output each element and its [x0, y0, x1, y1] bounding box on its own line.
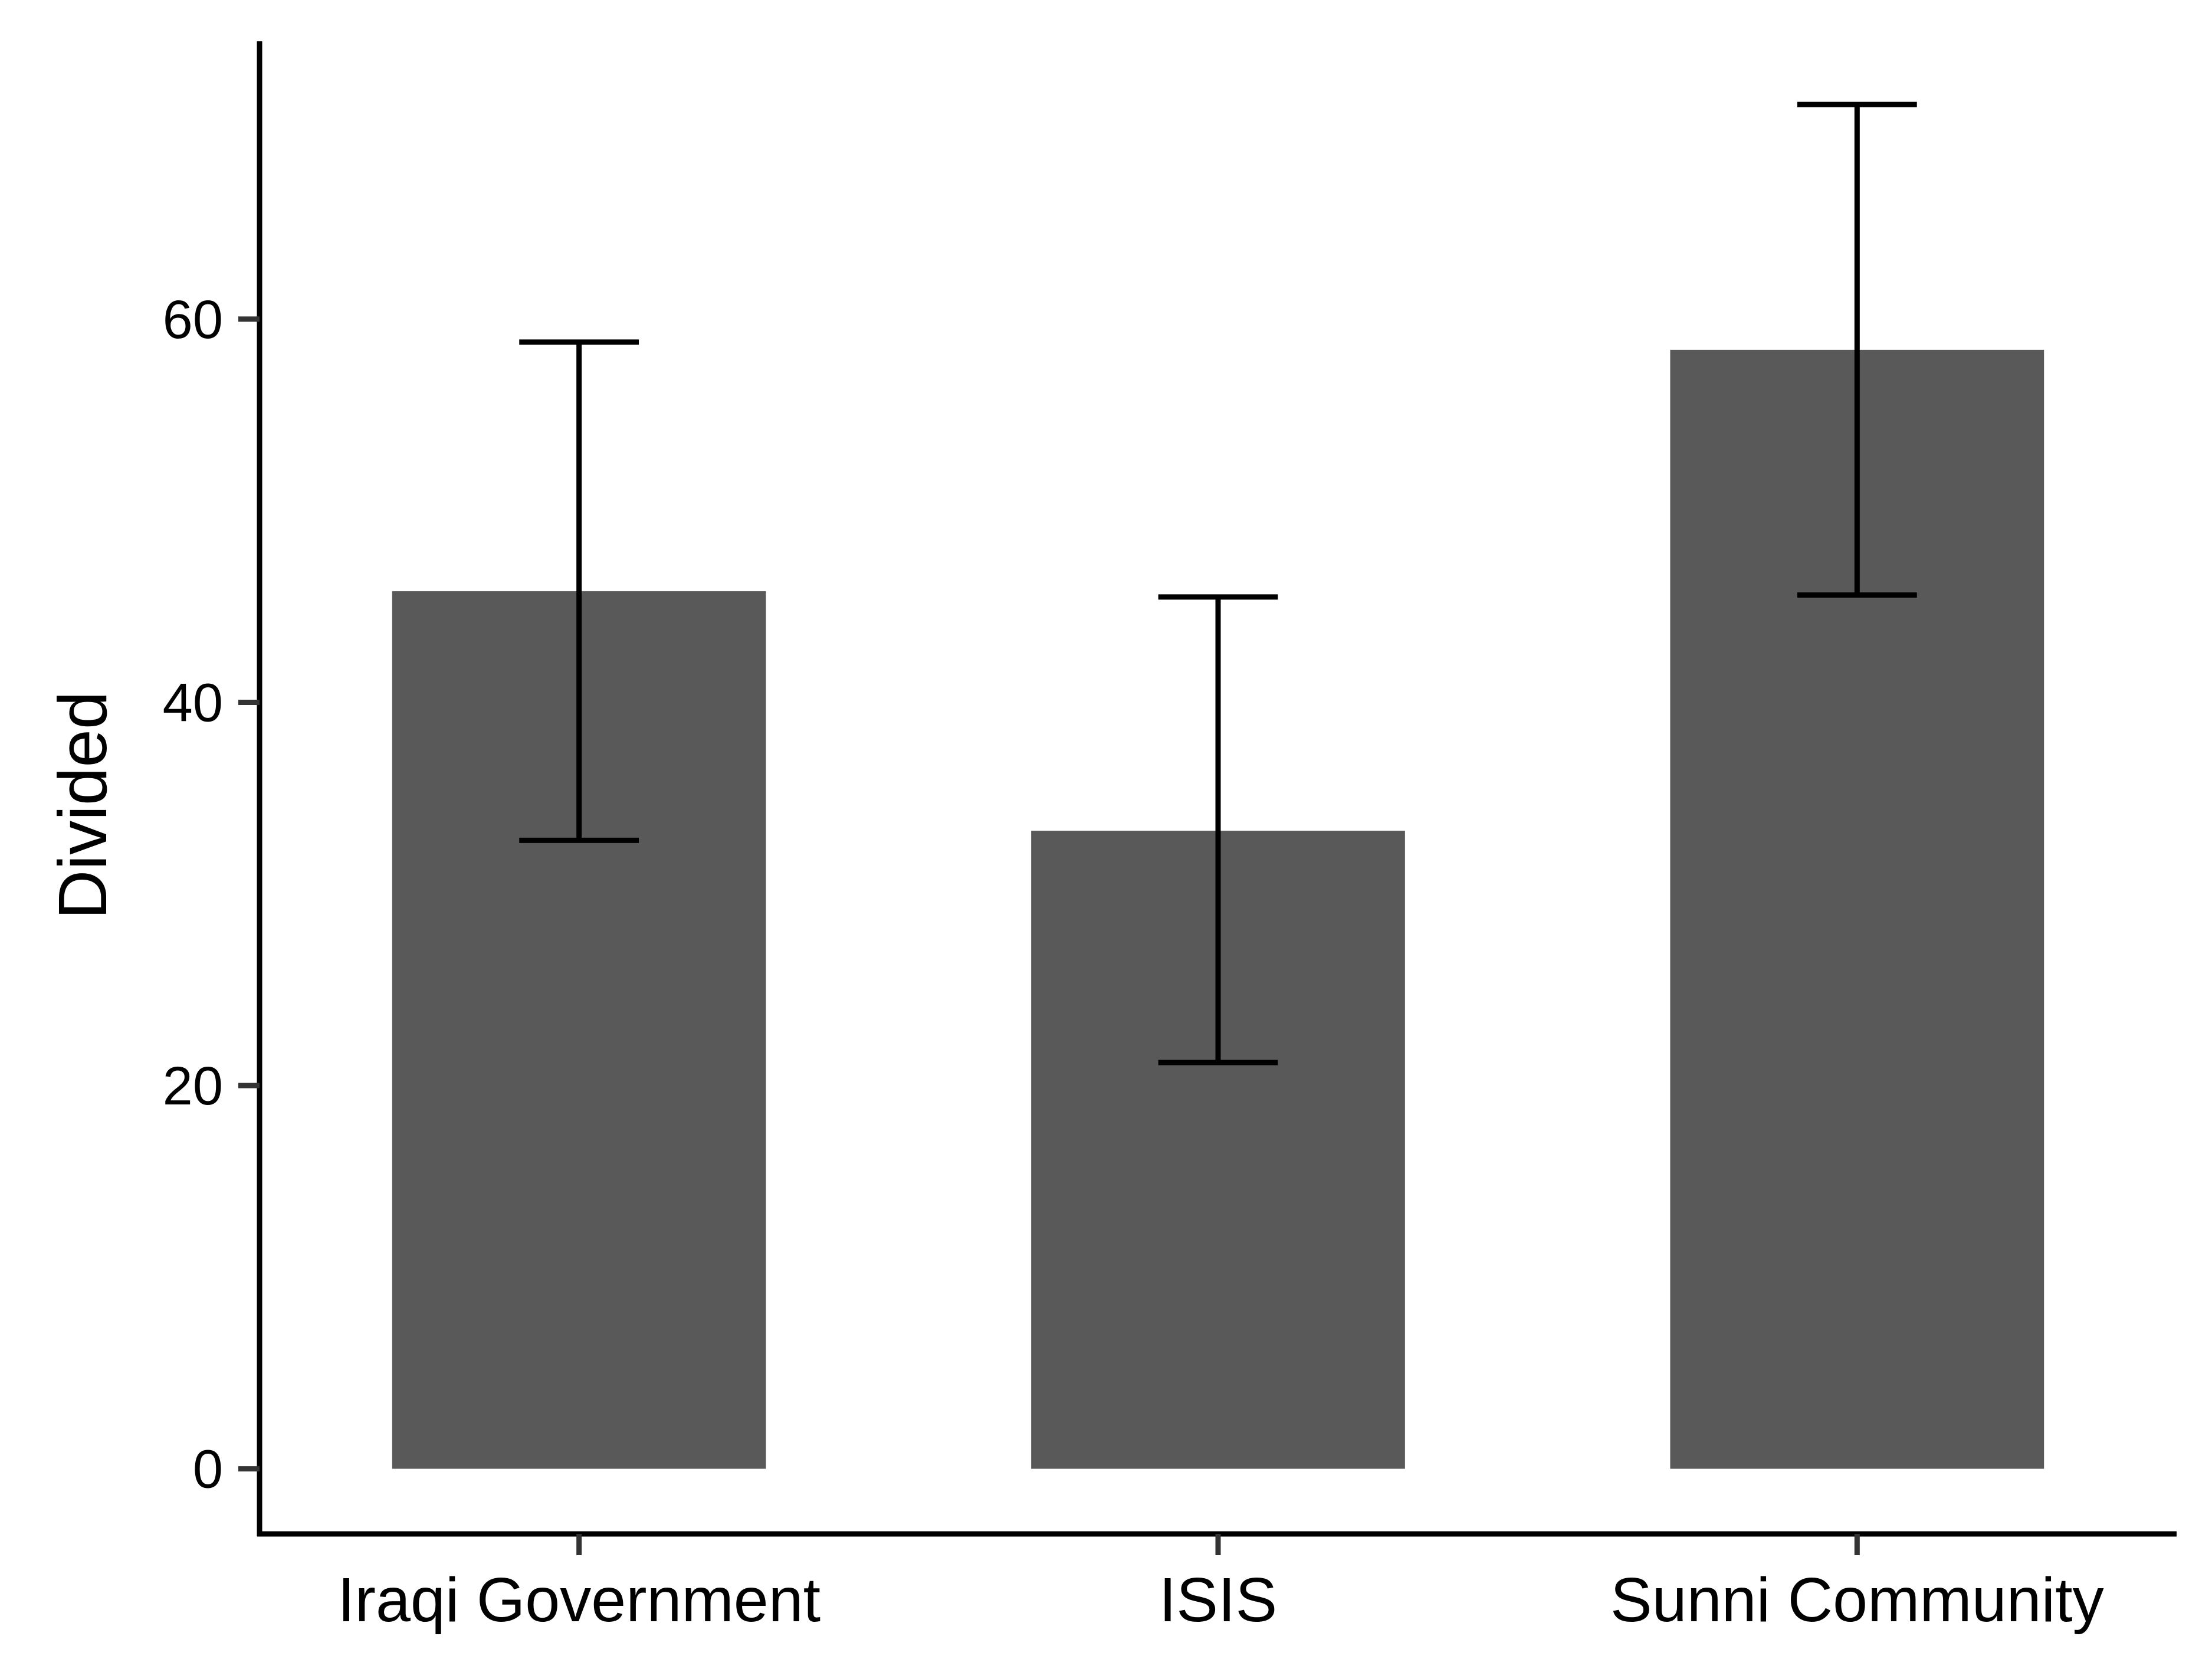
error-bars-layer: [519, 101, 1917, 1065]
x-tick-label: Iraqi Government: [337, 1565, 821, 1635]
y-tick-label: 40: [163, 673, 223, 733]
y-axis-ticks: 0 20 40 60: [163, 290, 260, 1500]
x-tick-label: ISIS: [1159, 1565, 1277, 1635]
x-axis-ticks: Iraqi Government ISIS Sunni Community: [337, 1534, 2104, 1635]
y-tick-label: 60: [163, 290, 223, 350]
x-tick-label: Sunni Community: [1610, 1565, 2104, 1635]
y-axis-title: Divided: [44, 691, 121, 920]
error-bar-2: [1797, 101, 1917, 598]
error-bar-0: [519, 339, 639, 843]
y-tick-label: 0: [193, 1440, 223, 1500]
y-tick-label: 20: [163, 1056, 223, 1116]
error-bar-1: [1158, 594, 1278, 1065]
